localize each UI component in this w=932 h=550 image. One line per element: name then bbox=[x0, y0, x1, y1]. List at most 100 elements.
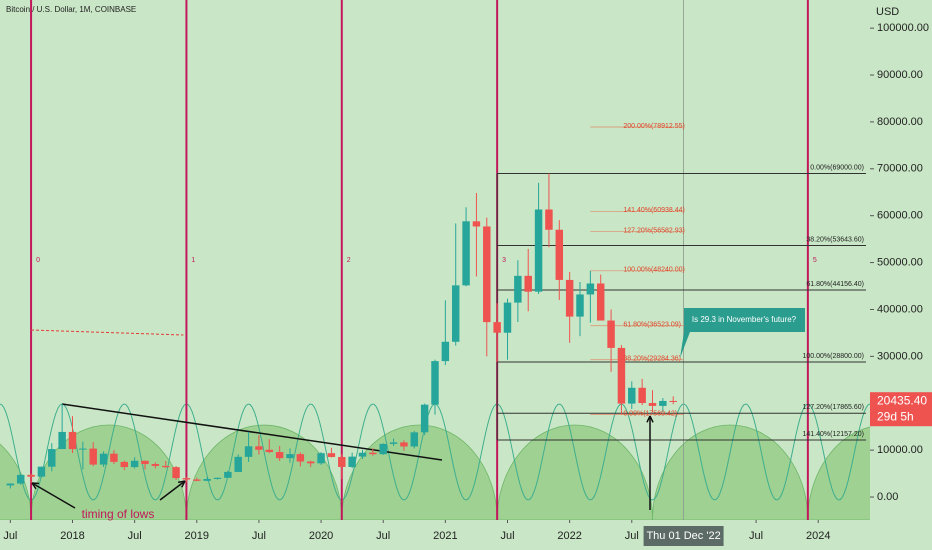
candle-body bbox=[6, 483, 15, 486]
candle-body bbox=[286, 454, 294, 459]
fib-label-orange: 200.00%(78912.55) bbox=[623, 123, 685, 130]
countdown: 29d 5h bbox=[877, 409, 914, 423]
x-tick-label: 2024 bbox=[806, 530, 830, 542]
candle-body bbox=[576, 294, 584, 317]
crosshair-box bbox=[643, 526, 724, 546]
candle-body bbox=[338, 456, 346, 467]
candle-body bbox=[669, 400, 677, 402]
y-tick-label: 30000.00 bbox=[877, 350, 923, 362]
candle-body bbox=[555, 229, 564, 280]
fib-label: 100.00%(28800.00) bbox=[803, 353, 865, 360]
candle-body bbox=[37, 466, 46, 477]
candle-body bbox=[27, 474, 35, 477]
x-tick-label: 2022 bbox=[557, 530, 581, 542]
candle-body bbox=[306, 461, 315, 464]
candle-body bbox=[648, 403, 657, 406]
candle-body bbox=[638, 387, 646, 404]
cycle-dome bbox=[186, 424, 343, 520]
candle-body bbox=[265, 449, 274, 453]
candle-body bbox=[99, 453, 108, 465]
candle-body bbox=[628, 387, 636, 404]
candle-body bbox=[545, 209, 553, 230]
chart-title: Bitcoin / U.S. Dollar, 1M, COINBASE bbox=[6, 5, 136, 14]
candle-body bbox=[514, 275, 522, 303]
x-tick-label: 2019 bbox=[185, 530, 209, 542]
candle-body bbox=[172, 467, 180, 479]
fib-label: 38.20%(53643.60) bbox=[806, 236, 864, 243]
cycle-label: 0 bbox=[36, 257, 40, 264]
fib-label-orange: 141.40%(60938.44) bbox=[623, 207, 685, 214]
candle-body bbox=[58, 431, 66, 450]
candle-body bbox=[420, 404, 429, 433]
trend-line bbox=[61, 403, 443, 461]
fib-label-orange: 61.80%(36523.09) bbox=[623, 322, 681, 329]
candle-body bbox=[379, 443, 387, 455]
plot bbox=[6, 173, 677, 489]
candle-body bbox=[586, 283, 595, 295]
cycle-label: 2 bbox=[347, 257, 351, 264]
candle-body bbox=[182, 478, 191, 480]
x-tick-label: Jul bbox=[3, 530, 17, 542]
fib-label: 61.80%(44156.40) bbox=[806, 281, 864, 288]
y-tick-label: 0.00 bbox=[877, 491, 898, 503]
x-tick-label: 2020 bbox=[309, 530, 333, 542]
candle-body bbox=[296, 454, 305, 462]
candle-body bbox=[255, 446, 263, 450]
y-tick-label: 80000.00 bbox=[877, 116, 923, 128]
callout-box bbox=[680, 308, 805, 358]
x-tick-label: 2021 bbox=[433, 530, 457, 542]
x-tick-label: Jul bbox=[625, 530, 639, 542]
candle-body bbox=[534, 209, 543, 292]
x-tick-label: Jul bbox=[252, 530, 266, 542]
arrow-head bbox=[31, 482, 40, 490]
candle-body bbox=[483, 226, 491, 323]
y-tick-label: 50000.00 bbox=[877, 256, 923, 268]
candle-body bbox=[607, 320, 615, 348]
fib-label: 141.40%(12157.20) bbox=[803, 431, 865, 438]
fib-label-orange: 127.20%(56582.93) bbox=[623, 228, 685, 235]
candle-body bbox=[503, 302, 512, 333]
candle-body bbox=[130, 460, 139, 468]
candle-body bbox=[203, 478, 211, 481]
x-tick-label: Jul bbox=[500, 530, 514, 542]
arrow-head bbox=[177, 480, 186, 488]
candle-body bbox=[524, 275, 532, 292]
candle-body bbox=[110, 453, 118, 462]
fib-label-orange: 0.00%(17569.42) bbox=[623, 410, 677, 417]
candle-body bbox=[565, 279, 574, 317]
callout-text: Is 29.3 in November's future? bbox=[692, 315, 797, 324]
candle-body bbox=[161, 465, 170, 468]
cycle-label: 5 bbox=[813, 257, 817, 264]
candle-body bbox=[462, 221, 470, 286]
x-tick-label: Jul bbox=[749, 530, 763, 542]
fib-label: 127.20%(17865.60) bbox=[803, 404, 865, 411]
candle-body bbox=[120, 461, 129, 468]
candle-body bbox=[358, 452, 367, 457]
cycle-dome bbox=[0, 443, 32, 520]
candle-body bbox=[16, 474, 25, 484]
candle-body bbox=[410, 432, 419, 447]
candle-body bbox=[596, 283, 605, 321]
candle-body bbox=[224, 471, 232, 478]
candle-body bbox=[659, 400, 667, 406]
candle-body bbox=[348, 456, 356, 467]
cycle-label: 3 bbox=[502, 257, 506, 264]
fib-label: 0.00%(69000.00) bbox=[810, 164, 864, 171]
arrow bbox=[31, 482, 76, 509]
cycle-dome bbox=[652, 424, 809, 520]
y-tick-label: 100000.00 bbox=[877, 22, 929, 34]
candle-body bbox=[400, 442, 408, 447]
price-box bbox=[870, 392, 932, 427]
candle-body bbox=[431, 361, 439, 405]
arrow bbox=[159, 480, 186, 501]
candle-body bbox=[151, 464, 160, 466]
cycle-dome bbox=[496, 424, 653, 520]
fib-label-orange: 38.20%(29284.36) bbox=[623, 356, 681, 363]
candle-body bbox=[369, 452, 377, 455]
candle-body bbox=[327, 453, 336, 457]
candle-body bbox=[48, 449, 56, 467]
candle-body bbox=[213, 477, 222, 479]
x-tick-label: 2018 bbox=[60, 530, 84, 542]
y-tick-label: 70000.00 bbox=[877, 163, 923, 175]
